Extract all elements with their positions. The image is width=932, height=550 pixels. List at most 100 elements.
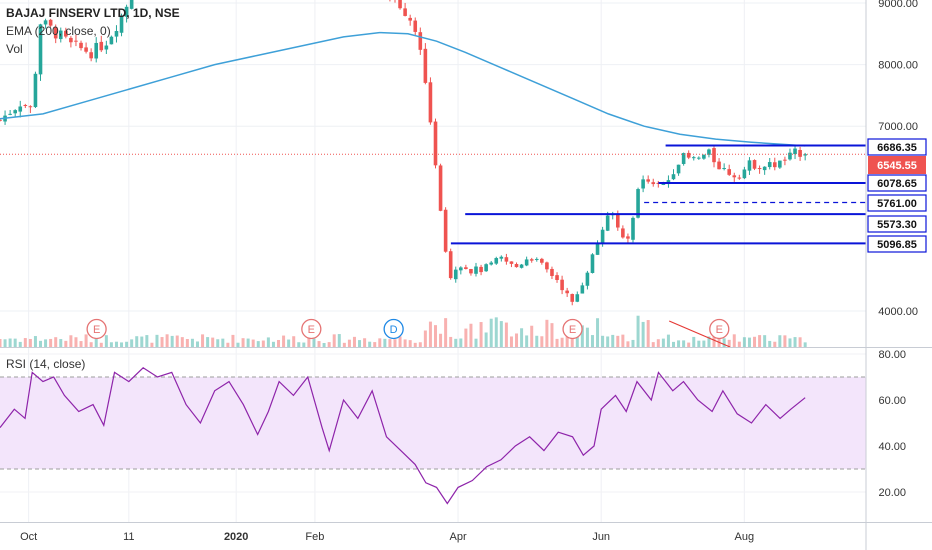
volume-bar: [287, 339, 291, 347]
volume-bar: [114, 341, 118, 347]
volume-bar: [393, 339, 397, 347]
rsi-band-fill: [0, 377, 866, 469]
candle-body: [783, 159, 787, 161]
volume-bar: [403, 339, 407, 347]
volume-bar: [636, 315, 640, 347]
candle-body: [23, 105, 28, 107]
volume-bar: [59, 339, 63, 347]
volume-bar: [661, 338, 665, 347]
candle-body: [646, 179, 650, 182]
candle-body: [433, 121, 438, 166]
volume-bar: [753, 336, 757, 347]
volume-bar: [135, 336, 139, 347]
candle-body: [590, 254, 595, 273]
event-marker-label: E: [569, 324, 576, 336]
volume-bar: [271, 341, 275, 347]
event-marker-label: E: [308, 324, 315, 336]
volume-bar: [575, 335, 579, 347]
candle-body: [686, 152, 691, 158]
rsi-legend[interactable]: RSI (14, close): [6, 357, 86, 371]
volume-bar: [520, 328, 524, 347]
volume-bar: [185, 339, 189, 347]
volume-bar: [282, 335, 286, 347]
volume-bar: [702, 340, 706, 347]
candle-body: [621, 228, 625, 238]
candle-body: [565, 290, 569, 294]
candle-body: [767, 162, 772, 168]
candle-body: [570, 294, 575, 302]
symbol-legend[interactable]: BAJAJ FINSERV LTD, 1D, NSE: [6, 6, 180, 20]
candle-body: [575, 294, 580, 302]
volume-bar: [64, 340, 68, 347]
candle-body: [742, 169, 747, 179]
candle-body: [626, 236, 630, 239]
event-marker-e[interactable]: E: [301, 318, 322, 340]
candle-body: [119, 15, 124, 33]
volume-bar: [788, 338, 792, 347]
candle-body: [403, 8, 407, 16]
event-marker-e[interactable]: E: [562, 318, 583, 340]
price-tick-label: 4000.00: [878, 306, 918, 318]
volume-bar: [717, 335, 721, 347]
volume-bar: [160, 337, 164, 347]
rsi-series-line: [0, 367, 806, 505]
event-marker-d[interactable]: D: [383, 318, 404, 340]
candle-body: [459, 267, 463, 271]
time-tick-label: Oct: [20, 531, 37, 543]
volume-bar: [540, 336, 544, 347]
support-resistance-levels: [0, 144, 866, 348]
event-marker-e[interactable]: E: [709, 318, 730, 340]
time-tick-label: 11: [123, 531, 134, 543]
volume-bar: [317, 341, 321, 347]
volume-bar: [692, 336, 696, 347]
volume-bar: [292, 336, 296, 347]
candle-body: [43, 20, 48, 25]
volume-legend[interactable]: Vol: [6, 42, 23, 56]
candle-body: [793, 148, 797, 155]
volume-bar: [3, 339, 7, 347]
event-marker-e[interactable]: E: [86, 318, 107, 340]
level-tag-box: [867, 235, 927, 253]
volume-bar: [433, 325, 437, 347]
volume-bar: [236, 342, 240, 347]
volume-bar: [596, 318, 600, 347]
volume-bar: [226, 342, 230, 347]
ema-legend[interactable]: EMA (200, close, 0): [6, 24, 111, 38]
volume-bar: [687, 342, 691, 347]
volume-bar: [337, 334, 341, 347]
volume-bar: [535, 335, 539, 347]
candle-body: [489, 262, 494, 265]
volume-bar: [454, 338, 458, 347]
time-tick-label: Aug: [735, 531, 755, 543]
volume-bar: [211, 337, 215, 347]
volume-trend-line: [668, 320, 731, 348]
volume-bar: [666, 334, 670, 347]
volume-bar: [747, 337, 751, 347]
candle-body: [0, 119, 2, 121]
volume-bar: [155, 334, 159, 347]
volume-bar: [44, 339, 48, 347]
volume-bar: [768, 340, 772, 347]
price-axis-tags: 6686.35 6078.65 5761.00 5573.30 5096.85 6545.…: [867, 138, 927, 253]
candle-body: [464, 267, 468, 269]
price-tick-label: 9000.00: [878, 0, 918, 10]
candle-body: [524, 259, 529, 266]
candle-body: [600, 229, 605, 243]
candle-body: [413, 20, 418, 32]
volume-bar: [773, 341, 777, 347]
candle-body: [615, 214, 620, 228]
volume-bar: [697, 340, 701, 347]
level-tag-box: [867, 138, 927, 156]
event-marker-circle: [383, 318, 404, 340]
volume-bar: [626, 341, 630, 347]
candle-body: [555, 275, 559, 280]
candle-body: [469, 269, 473, 274]
volume-bar: [277, 339, 281, 347]
candle-body: [778, 160, 782, 168]
candle-body: [38, 24, 43, 75]
candle-body: [89, 52, 93, 59]
volume-bar: [383, 338, 387, 347]
volume-bar: [469, 323, 473, 347]
